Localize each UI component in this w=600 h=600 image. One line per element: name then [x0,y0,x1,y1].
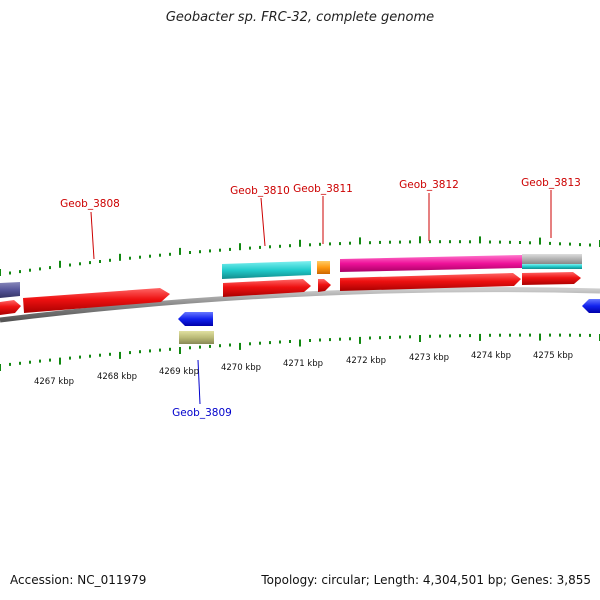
outer-tick-scale [0,236,600,276]
feature-bar-geob-3809[interactable] [179,331,214,344]
gene-arrow-geob-3813[interactable] [522,272,581,285]
kbp-label: 4271 kbp [283,359,323,369]
callout-geob-3808 [90,211,95,260]
gene-arrow-geob-3808[interactable] [23,288,170,313]
gene-label-geob-3808[interactable]: Geob_3808 [60,198,120,210]
kbp-label: 4269 kbp [159,367,199,377]
reverse-strand-genes [178,299,600,344]
gene-arrow-geob-3810[interactable] [223,279,311,297]
feature-bar-geob-3810[interactable] [222,261,311,279]
feature-bar-slate[interactable] [0,282,20,298]
gene-label-geob-3810[interactable]: Geob_3810 [230,185,290,197]
feature-bar-geob-3812[interactable] [340,255,522,272]
gene-label-geob-3812[interactable]: Geob_3812 [399,179,459,191]
kbp-label: 4275 kbp [533,351,573,361]
kbp-label: 4270 kbp [221,363,261,373]
callout-lines [90,190,552,405]
gene-arrow-reverse[interactable] [582,299,600,313]
feature-bar-geob-3813-cyan[interactable] [522,264,582,269]
inner-tick-scale [0,333,600,371]
gene-arrow-geob-3812[interactable] [340,273,521,291]
forward-strand-genes [0,272,581,315]
gene-arrow-forward[interactable] [0,300,21,315]
topology-text: Topology: circular; Length: 4,304,501 bp… [261,573,591,587]
kbp-label: 4268 kbp [97,372,137,382]
callout-geob-3809 [197,359,201,405]
gene-label-geob-3811[interactable]: Geob_3811 [293,183,353,195]
gene-label-geob-3809[interactable]: Geob_3809 [172,407,232,419]
kbp-label: 4273 kbp [409,353,449,363]
kbp-label: 4274 kbp [471,351,511,361]
accession-text: Accession: NC_011979 [10,573,147,587]
feature-bar-geob-3813-gray[interactable] [522,254,582,266]
gene-arrow-geob-3811[interactable] [318,279,331,292]
kbp-labels: 4267 kbp 4268 kbp 4269 kbp 4270 kbp 4271… [34,351,573,387]
genome-backbone [0,287,600,323]
kbp-label: 4272 kbp [346,356,386,366]
map-title: Geobacter sp. FRC-32, complete genome [165,10,435,25]
feature-bars-top [0,254,582,298]
callout-geob-3810 [260,197,266,247]
feature-bar-geob-3811[interactable] [317,261,330,274]
gene-arrow-geob-3809[interactable] [178,312,213,326]
gene-labels: Geob_3808 Geob_3809 Geob_3810 Geob_3811 … [60,177,581,419]
gene-label-geob-3813[interactable]: Geob_3813 [521,177,581,189]
kbp-label: 4267 kbp [34,377,74,387]
